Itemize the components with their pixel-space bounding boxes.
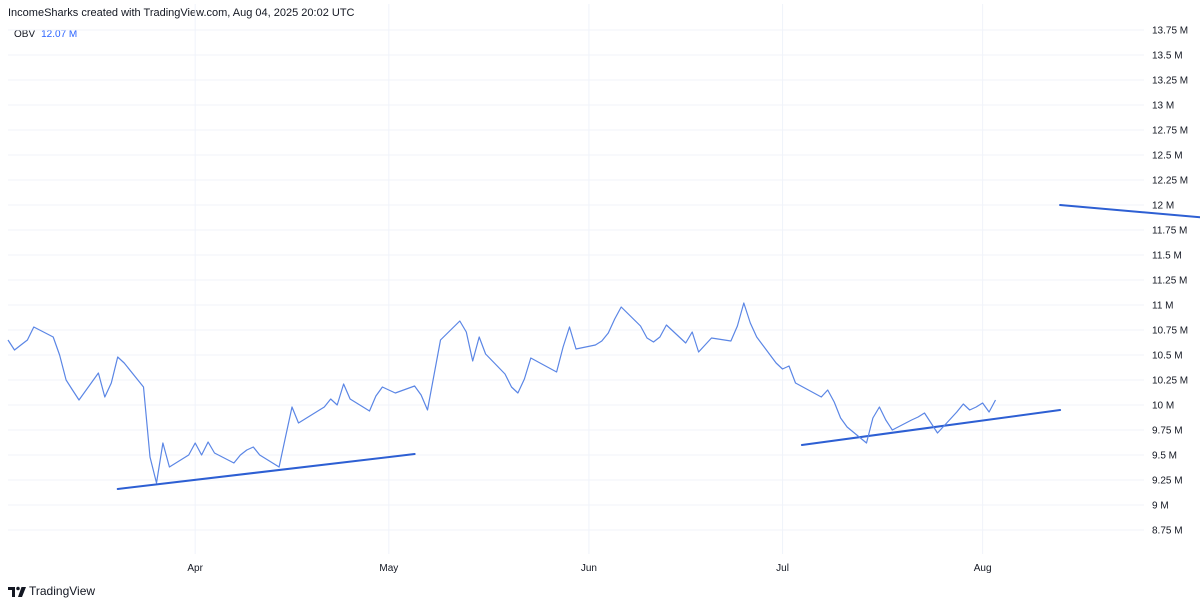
x-axis[interactable]: Apr May Jun Jul Aug	[187, 563, 991, 574]
y-axis[interactable]: 8.75 M 9 M 9.25 M 9.5 M 9.75 M 10 M 10.25 M 10.…	[1152, 26, 1188, 537]
indicator-legend: OBV 12.07 M	[14, 29, 77, 40]
y-tick-label: 11 M	[1152, 301, 1174, 312]
trendline[interactable]	[1059, 204, 1200, 222]
x-tick-label: Jun	[581, 563, 597, 574]
tradingview-logo-text: TradingView	[29, 584, 96, 598]
y-tick-label: 13.25 M	[1152, 76, 1188, 87]
y-tick-label: 11.25 M	[1152, 276, 1187, 287]
y-tick-label: 13 M	[1152, 101, 1174, 112]
x-tick-label: Aug	[974, 563, 992, 574]
x-tick-label: Jul	[776, 563, 789, 574]
y-tick-label: 11.75 M	[1152, 226, 1187, 237]
y-tick-label: 10 M	[1152, 401, 1174, 412]
y-tick-label: 12 M	[1152, 201, 1174, 212]
y-tick-label: 12.25 M	[1152, 176, 1188, 187]
grid	[8, 4, 1144, 554]
y-tick-label: 9 M	[1152, 501, 1169, 512]
y-tick-label: 13.5 M	[1152, 51, 1183, 62]
trendline[interactable]	[116, 453, 416, 490]
x-tick-label: May	[379, 563, 398, 574]
tradingview-logo-icon	[8, 586, 26, 597]
y-tick-label: 8.75 M	[1152, 526, 1183, 537]
y-tick-label: 9.5 M	[1152, 451, 1177, 462]
y-tick-label: 12.75 M	[1152, 126, 1188, 137]
y-tick-label: 9.75 M	[1152, 426, 1183, 437]
trendlines	[116, 204, 1200, 490]
y-tick-label: 10.25 M	[1152, 376, 1188, 387]
tradingview-logo[interactable]: TradingView	[8, 584, 95, 598]
x-tick-label: Apr	[187, 563, 203, 574]
indicator-value: 12.07 M	[41, 29, 78, 40]
y-tick-label: 10.5 M	[1152, 351, 1183, 362]
y-tick-label: 13.75 M	[1152, 26, 1188, 37]
trendline[interactable]	[800, 409, 1062, 446]
y-tick-label: 10.75 M	[1152, 326, 1188, 337]
indicator-name: OBV	[14, 29, 36, 40]
series-layer	[7, 302, 997, 484]
y-tick-label: 12.5 M	[1152, 151, 1183, 162]
chart-caption: IncomeSharks created with TradingView.co…	[8, 7, 355, 19]
y-tick-label: 9.25 M	[1152, 476, 1183, 487]
y-tick-label: 11.5 M	[1152, 251, 1182, 262]
obv-series-line[interactable]	[7, 302, 997, 484]
